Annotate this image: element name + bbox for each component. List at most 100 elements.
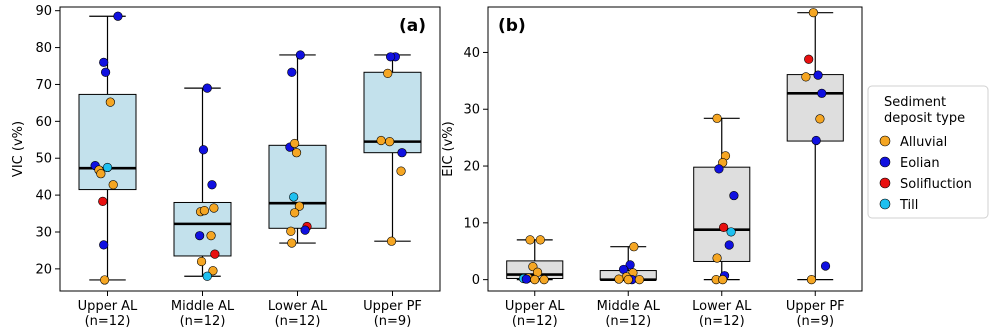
y-axis-label: VIC (v%) xyxy=(11,121,26,177)
data-point xyxy=(210,249,220,259)
data-point xyxy=(287,67,297,77)
legend-label-till: Till xyxy=(899,198,918,213)
y-tick-label: 30 xyxy=(35,225,52,240)
data-point xyxy=(397,148,407,158)
data-point xyxy=(100,275,110,285)
axes-frame xyxy=(59,6,441,292)
panel-label: (a) xyxy=(399,16,426,36)
data-point xyxy=(113,11,123,21)
legend-label-eolian: Eolian xyxy=(900,156,940,171)
legend-label-solifluction: Solifluction xyxy=(900,177,972,192)
x-tick-label: Upper AL xyxy=(505,299,565,314)
data-point xyxy=(525,235,535,245)
data-point xyxy=(535,235,545,245)
data-point xyxy=(623,275,633,285)
data-point xyxy=(207,180,217,190)
x-tick-label: Middle AL xyxy=(597,299,661,314)
x-tick-sublabel: (n=12) xyxy=(275,314,321,329)
data-point xyxy=(108,180,118,190)
y-tick-label: 60 xyxy=(35,115,52,130)
x-tick-sublabel: (n=12) xyxy=(85,314,131,329)
legend-marker-solifluction xyxy=(879,177,891,189)
y-tick-label: 50 xyxy=(35,152,52,167)
y-tick-label: 30 xyxy=(463,103,480,118)
x-tick-sublabel: (n=12) xyxy=(699,314,745,329)
data-point xyxy=(714,164,724,174)
data-point xyxy=(198,145,209,155)
box-iqr xyxy=(786,74,844,142)
y-axis-label: EIC (v%) xyxy=(441,121,456,176)
data-point xyxy=(98,196,108,206)
y-tick-label: 0 xyxy=(472,273,480,288)
data-point xyxy=(539,275,549,285)
data-point xyxy=(813,70,823,80)
panel-label: (b) xyxy=(498,16,526,36)
x-tick-sublabel: (n=9) xyxy=(796,314,834,329)
legend: Sediment deposit type Alluvial Eolian So… xyxy=(867,85,989,219)
data-point xyxy=(209,203,219,213)
data-point xyxy=(290,138,300,149)
data-point xyxy=(294,201,305,211)
data-point xyxy=(386,52,396,62)
data-point xyxy=(206,231,216,241)
data-point xyxy=(712,253,722,263)
data-point xyxy=(808,8,818,18)
data-point xyxy=(208,266,218,276)
data-point xyxy=(291,148,302,158)
y-tick-label: 20 xyxy=(463,160,480,175)
y-tick-label: 70 xyxy=(35,78,52,93)
legend-marker-alluvial xyxy=(879,135,891,147)
data-point xyxy=(100,67,111,77)
data-point xyxy=(815,114,825,124)
y-tick-label: 20 xyxy=(35,262,52,277)
data-point xyxy=(96,169,106,179)
x-tick-sublabel: (n=12) xyxy=(605,314,651,329)
data-point xyxy=(102,162,113,173)
y-tick-label: 80 xyxy=(35,41,52,56)
y-tick-label: 40 xyxy=(35,189,52,204)
data-point xyxy=(521,274,531,284)
data-point xyxy=(287,238,297,248)
x-tick-label: Upper PF xyxy=(363,299,422,314)
data-point xyxy=(99,240,109,250)
x-tick-label: Lower AL xyxy=(268,299,328,314)
data-point xyxy=(286,226,296,236)
data-point xyxy=(820,261,831,271)
legend-marker-eolian xyxy=(879,156,891,168)
data-point xyxy=(385,137,395,147)
data-point xyxy=(295,50,305,60)
data-point xyxy=(614,274,624,284)
data-point xyxy=(530,275,540,285)
data-point xyxy=(806,275,817,285)
x-tick-sublabel: (n=12) xyxy=(180,314,226,329)
data-point xyxy=(726,227,736,237)
data-point xyxy=(801,72,811,82)
y-tick-label: 10 xyxy=(463,216,480,231)
data-point xyxy=(811,135,821,146)
data-point xyxy=(729,190,739,201)
axes-frame xyxy=(487,6,863,292)
y-tick-label: 90 xyxy=(35,4,52,19)
y-tick-label: 40 xyxy=(463,46,480,61)
box-iqr xyxy=(693,166,751,262)
data-point xyxy=(202,271,212,281)
data-point xyxy=(196,256,207,267)
x-tick-sublabel: (n=12) xyxy=(512,314,558,329)
legend-frame xyxy=(867,85,989,219)
legend-label-alluvial: Alluvial xyxy=(900,135,947,150)
data-point xyxy=(99,57,109,67)
data-point xyxy=(290,208,300,218)
data-point xyxy=(195,231,205,241)
data-point xyxy=(383,68,393,78)
data-point xyxy=(289,192,299,202)
data-point xyxy=(625,260,635,270)
data-point xyxy=(629,242,639,252)
x-tick-sublabel: (n=9) xyxy=(374,314,412,329)
legend-marker-till xyxy=(879,198,891,210)
data-point xyxy=(396,166,406,176)
legend-title-line-1: Sediment xyxy=(884,95,946,110)
data-point xyxy=(817,88,827,98)
